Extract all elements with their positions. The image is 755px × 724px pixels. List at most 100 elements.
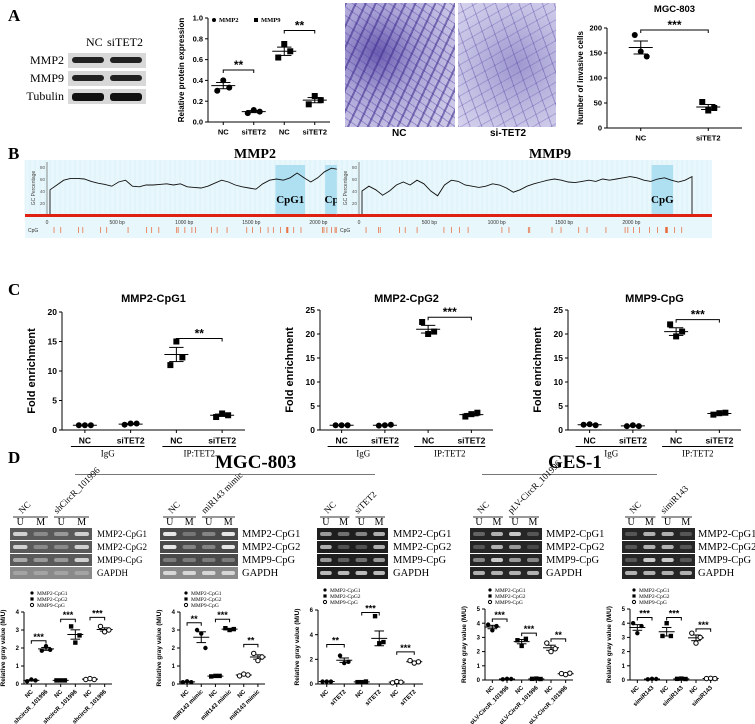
methylation-gel-4: U M U MNC simiR143MMP2-CpG1MMP2-CpG2MMP9-CpG… [622,483,755,579]
data-point [375,422,382,429]
gel-treatment-label: siTET2 [352,489,378,515]
data-point [225,412,232,419]
data-point [287,48,294,55]
significance-bracket [186,622,202,626]
significance-label: *** [63,610,74,620]
significance-label: *** [443,305,457,319]
x-tick-label: NC [208,689,219,700]
gel-strip [10,567,92,579]
significance-label: *** [400,643,411,653]
gel-band [491,571,503,575]
significance-label: ** [234,58,244,72]
x-tick-label: NC [583,436,595,446]
gel-strip [470,528,542,540]
data-point [68,624,74,629]
x-tick-label: NC [660,685,671,696]
lane-label: U [628,517,636,528]
data-point [637,48,644,55]
gel-strip [622,567,695,579]
lane-label: U [166,517,174,528]
x-tick-label: siTET2 [208,436,236,446]
data-point [121,421,128,428]
y-tick-label: 4 [477,621,481,627]
cpg-island-region [651,165,674,215]
gc-x-zero-label: 0 [46,220,49,226]
lane-label: U [17,517,25,528]
gc-x-tick-label: 1500 bp [242,220,260,226]
legend-label: MMP9-CpG [191,603,219,609]
gel-band [337,545,350,549]
gel-band [337,558,350,562]
gel-strip [317,554,388,566]
gel-band [643,571,656,575]
methylation-gel-0: U M U MNC shCircR_101996MMP2-CpG1MMP2-CpG2MM… [10,465,147,579]
data-group [38,644,54,653]
data-group [388,678,405,686]
y-axis-label: Fold enrichment [284,327,296,413]
y-tick-label: 3 [16,628,20,634]
y-tick-label: 25 [306,305,316,315]
data-group [302,93,327,108]
data-point [693,640,699,646]
significance-bracket [60,618,76,623]
gel-row-label: MMP2-CpG2 [698,542,755,553]
blot-band [72,57,104,63]
significance-bracket [326,644,345,648]
y-tick-label: 2 [622,650,626,656]
data-point [485,622,491,627]
gc-x-tick-label: 500 bp [109,220,125,226]
gel-treatment-label: miR143 mimic [199,470,244,515]
data-point [712,675,718,682]
data-point [355,679,360,685]
data-point [538,676,543,682]
gc-y-axis-label: GC Percentage [31,171,37,206]
data-point [468,411,475,418]
y-tick-label: 0.4 [193,76,204,85]
y-tick-label: 200 [589,24,602,33]
data-group [372,421,397,429]
data-point [127,420,134,427]
data-point [548,648,554,655]
gel-band [509,545,521,549]
data-point [519,643,524,649]
gel-band [661,545,674,549]
gel-band [182,571,196,575]
gc-y-tick-label: 20 [352,201,358,206]
gel-band [221,532,235,536]
significance-label: *** [92,608,103,618]
data-point [415,659,422,665]
gel-row-label: GAPDH [97,568,129,578]
y-tick-label: 4 [16,610,20,616]
x-tick-label: NC [83,689,94,700]
data-point [219,410,226,417]
data-group [72,422,97,429]
y-tick-label: 10 [554,377,564,387]
significance-label: ** [332,636,340,646]
gel-row-label: MMP2-CpG2 [97,542,147,552]
legend-marker [254,18,258,22]
data-group [67,624,84,645]
gel-row-label: MMP2-CpG2 [546,542,604,553]
significance-label: *** [217,610,228,620]
significance-label: ** [191,614,199,624]
gel-band [473,571,485,575]
gel-band [74,532,89,536]
data-point [716,410,723,417]
gel-band [355,571,368,575]
legend-label: MMP9 [261,17,281,24]
x-tick-label: NC [54,689,65,700]
gel-band [202,532,216,536]
gel-band [320,545,332,549]
data-point [689,630,695,636]
blot-band [110,93,142,101]
gc-y-tick-label: 80 [352,165,358,170]
gel-band [163,545,177,549]
data-point [43,644,49,649]
data-point [654,676,659,682]
x-tick-label: NC [544,685,555,696]
x-tick-label: NC [170,436,182,446]
data-point [534,676,539,681]
data-point [83,676,89,683]
